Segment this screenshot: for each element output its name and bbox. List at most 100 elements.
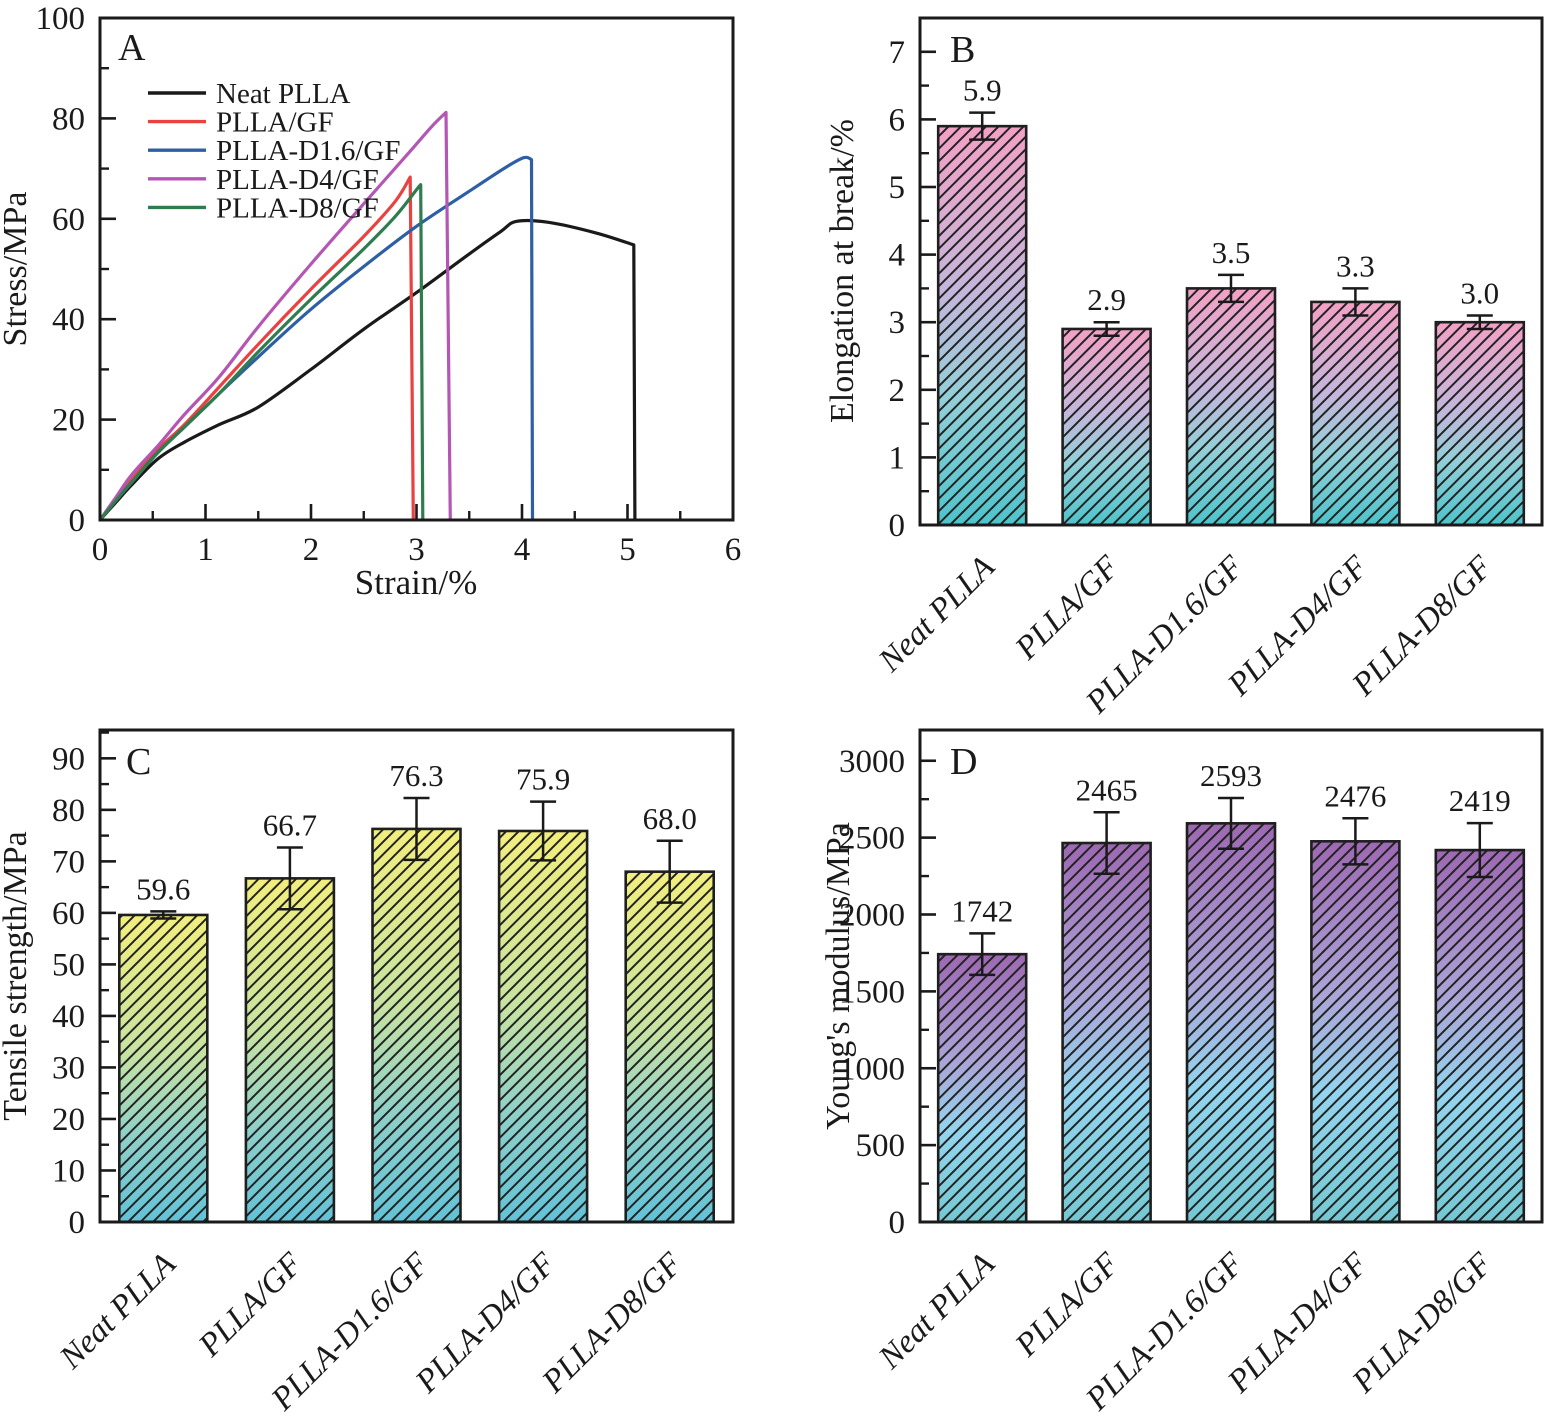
y-tick-label: 20 xyxy=(52,403,85,439)
y-tick-label: 500 xyxy=(856,1128,906,1164)
bar xyxy=(1185,287,1277,527)
y-tick-label: 2000 xyxy=(839,898,905,934)
y-axis-title: Elongation at break/% xyxy=(824,119,861,423)
value-label: 75.9 xyxy=(516,762,570,797)
legend-label: PLLA-D1.6/GF xyxy=(216,135,400,167)
series-line-plla-d4-gf xyxy=(98,110,452,521)
bar xyxy=(1310,840,1401,1224)
category-label: PLLA/GF xyxy=(1008,549,1127,668)
y-tick-label: 7 xyxy=(889,35,906,71)
value-label: 3.3 xyxy=(1336,248,1375,283)
category-label: PLLA/GF xyxy=(1008,1246,1127,1365)
y-tick-label: 60 xyxy=(52,202,85,238)
bar xyxy=(244,877,336,1224)
category-label: Neat PLLA xyxy=(52,1246,183,1377)
legend-label: PLLA-D8/GF xyxy=(216,192,379,224)
panel-a: Neat PLLAPLLA/GFPLLA-D1.6/GFPLLA-D4/GFPL… xyxy=(0,1,741,602)
series-line-plla-d8-gf xyxy=(98,183,425,522)
y-tick-label: 0 xyxy=(889,1205,906,1241)
y-tick-label: 30 xyxy=(52,1050,85,1086)
value-label: 2476 xyxy=(1324,778,1386,813)
y-tick-label: 50 xyxy=(52,947,85,983)
x-tick-label: 3 xyxy=(408,532,425,568)
y-axis-title: Stress/MPa xyxy=(0,192,34,347)
y-tick-label: 60 xyxy=(52,896,85,932)
bar xyxy=(371,827,462,1224)
y-tick-label: 80 xyxy=(52,101,85,137)
x-tick-label: 5 xyxy=(619,532,636,568)
y-axis-title: Young's modulus/MPa xyxy=(820,822,857,1130)
bar xyxy=(497,829,589,1224)
y-axis-title: Tensile strength/MPa xyxy=(0,831,34,1120)
y-tick-label: 3000 xyxy=(839,744,905,780)
value-label: 2593 xyxy=(1200,758,1262,793)
y-tick-label: 3 xyxy=(889,305,906,341)
bar xyxy=(1310,300,1401,527)
category-label: PLLA/GF xyxy=(191,1246,310,1365)
value-label: 1742 xyxy=(951,893,1013,928)
bar xyxy=(1434,320,1526,527)
y-tick-label: 2 xyxy=(889,373,906,409)
value-label: 68.0 xyxy=(643,801,697,836)
panel-letter-b: B xyxy=(950,29,975,71)
y-tick-label: 4 xyxy=(889,238,906,274)
bar xyxy=(936,124,1028,527)
y-tick-label: 20 xyxy=(52,1102,85,1138)
legend-label: PLLA-D4/GF xyxy=(216,164,379,196)
value-label: 3.0 xyxy=(1460,275,1499,310)
x-axis-title: Strain/% xyxy=(355,563,477,602)
y-tick-label: 90 xyxy=(52,741,85,777)
bar xyxy=(1061,327,1152,527)
value-label: 76.3 xyxy=(389,758,443,793)
y-tick-label: 1000 xyxy=(839,1051,905,1087)
y-tick-label: 80 xyxy=(52,793,85,829)
x-tick-label: 2 xyxy=(303,532,320,568)
value-label: 59.6 xyxy=(136,871,190,906)
y-tick-label: 2500 xyxy=(839,821,905,857)
x-tick-label: 6 xyxy=(725,532,742,568)
bar xyxy=(624,870,716,1224)
y-tick-label: 1 xyxy=(889,440,906,476)
y-tick-label: 70 xyxy=(52,844,85,880)
value-label: 3.5 xyxy=(1212,235,1251,270)
value-label: 2465 xyxy=(1076,772,1138,807)
y-tick-label: 5 xyxy=(889,170,906,206)
value-label: 2.9 xyxy=(1087,282,1126,317)
category-label: Neat PLLA xyxy=(871,1246,1002,1377)
panel-letter-a: A xyxy=(118,27,146,69)
axis-frame xyxy=(918,16,1544,527)
bar xyxy=(1061,841,1152,1224)
y-tick-label: 40 xyxy=(52,999,85,1035)
value-label: 2419 xyxy=(1449,783,1511,818)
y-tick-label: 100 xyxy=(36,1,86,37)
bar xyxy=(118,913,209,1224)
y-tick-label: 0 xyxy=(69,503,86,539)
bar xyxy=(1185,822,1277,1224)
x-tick-label: 1 xyxy=(197,532,214,568)
value-label: 66.7 xyxy=(263,807,317,842)
value-label: 5.9 xyxy=(963,73,1002,108)
axis-frame xyxy=(918,728,1544,1224)
panel-letter-c: C xyxy=(126,741,151,783)
axis-frame xyxy=(98,16,735,522)
bar xyxy=(1434,848,1526,1224)
panel-letter-d: D xyxy=(950,741,977,783)
legend-label: PLLA/GF xyxy=(216,107,334,139)
x-tick-label: 4 xyxy=(514,532,531,568)
y-tick-label: 0 xyxy=(889,508,906,544)
y-tick-label: 40 xyxy=(52,302,85,338)
axis-frame xyxy=(98,728,735,1224)
y-tick-label: 10 xyxy=(52,1153,85,1189)
y-tick-label: 1500 xyxy=(839,974,905,1010)
bar xyxy=(936,952,1028,1224)
category-label: Neat PLLA xyxy=(871,549,1002,680)
legend-label: Neat PLLA xyxy=(216,78,351,110)
y-tick-label: 0 xyxy=(69,1205,86,1241)
y-tick-label: 6 xyxy=(889,102,906,138)
x-tick-label: 0 xyxy=(92,532,109,568)
